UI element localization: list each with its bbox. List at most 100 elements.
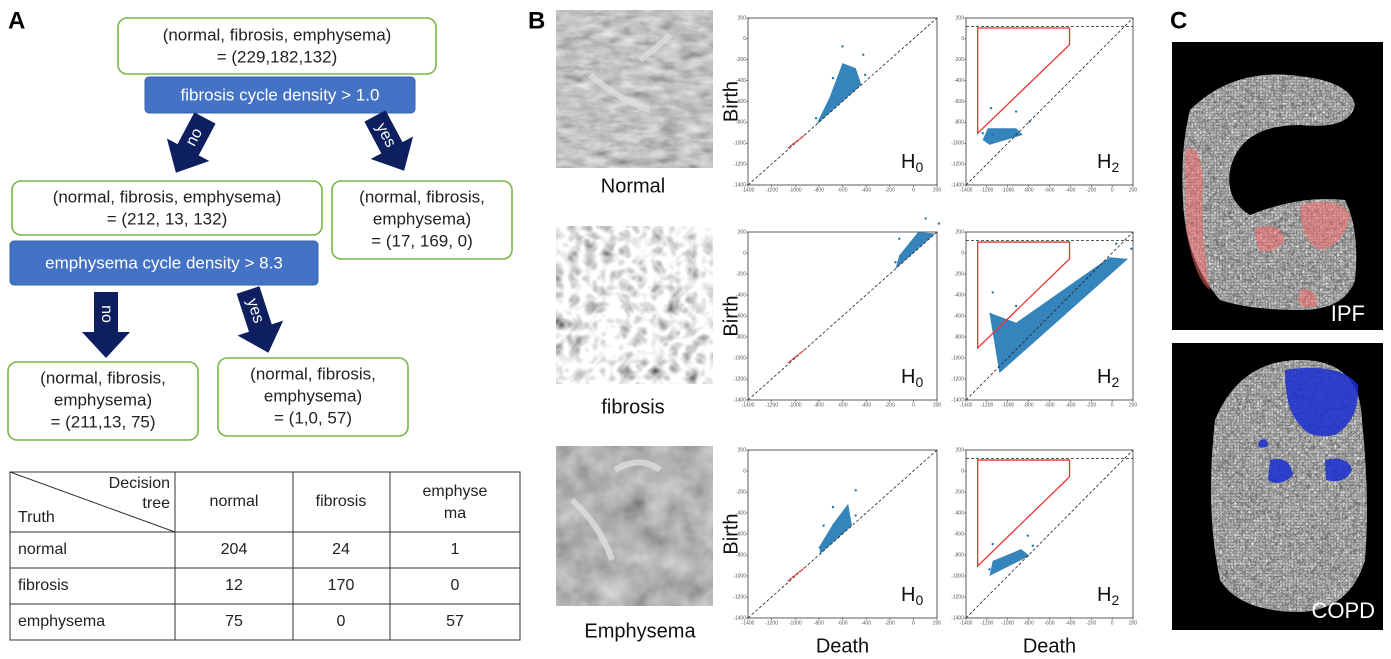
ct-patch	[556, 10, 713, 168]
y-tick-label: -200	[736, 57, 746, 63]
y-tick-label: -1400	[951, 615, 964, 621]
x-tick-label: -800	[1024, 187, 1034, 193]
persistence-diagrams: -1400 -1400 -1200 -1200 -1000 -1000 -800 -800 -6…	[720, 15, 1137, 657]
x-tick-label: -1000	[789, 620, 802, 626]
panel-label: A	[8, 7, 25, 34]
arrow-yes: yes	[354, 105, 425, 182]
y-tick-label: 0	[743, 36, 746, 42]
table-cell: 204	[221, 541, 248, 558]
node-text: emphysema)	[264, 386, 362, 405]
x-tick-label: 200	[1129, 620, 1138, 626]
x-tick-label: 200	[933, 620, 942, 626]
diagram-label-base: H	[1097, 366, 1111, 388]
x-tick-label: -400	[1065, 620, 1075, 626]
y-tick-label: -800	[954, 120, 964, 126]
y-tick-label: 200	[738, 229, 747, 235]
diagram-label-sub: 0	[915, 159, 923, 175]
node-text: emphysema)	[373, 209, 471, 228]
image-label: COPD	[1311, 598, 1375, 623]
y-tick-label: -1200	[951, 161, 964, 167]
y-tick-label: -800	[954, 552, 964, 558]
point	[841, 45, 843, 47]
x-tick-label: -800	[814, 187, 824, 193]
point	[832, 506, 834, 508]
corner-text: Decision	[109, 475, 170, 492]
point	[855, 489, 857, 491]
y-tick-label: -1400	[951, 182, 964, 188]
node-text: = (229,182,132)	[217, 47, 338, 66]
y-tick-label: -600	[954, 531, 964, 537]
diagram-label-sub: 0	[915, 374, 923, 390]
y-tick-label: -1000	[733, 355, 746, 361]
y-tick-label: -400	[954, 292, 964, 298]
x-tick-label: -600	[1044, 620, 1054, 626]
point	[864, 74, 866, 76]
x-tick-label: -400	[1065, 402, 1075, 408]
y-tick-label: 200	[738, 15, 747, 21]
y-tick-label: -1000	[733, 141, 746, 147]
table-cell: 170	[328, 577, 355, 594]
corner-text: Truth	[18, 509, 55, 526]
diagram-label-sub: 0	[915, 592, 923, 608]
y-tick-label: -1200	[951, 376, 964, 382]
row-header: fibrosis	[18, 577, 69, 594]
image-label: fibrosis	[601, 396, 664, 418]
diagram-label-base: H	[901, 584, 915, 606]
y-tick-label: 200	[956, 229, 965, 235]
x-tick-label: -1200	[980, 402, 993, 408]
point	[815, 117, 817, 119]
confusion-table: Decision tree Truth normal fibrosis emph…	[10, 472, 520, 640]
x-tick-label: -200	[1086, 620, 1096, 626]
y-axis-title: Birth	[720, 295, 742, 336]
node-text: (normal, fibrosis, emphysema)	[163, 25, 392, 44]
diagram-label-sub: 2	[1111, 159, 1119, 175]
y-tick-label: -1400	[733, 397, 746, 403]
x-tick-label: -800	[1024, 620, 1034, 626]
point	[988, 568, 990, 570]
x-tick-label: -200	[885, 402, 895, 408]
x-tick-label: -1200	[980, 620, 993, 626]
table-cell: 0	[337, 613, 346, 630]
image-label: Emphysema	[584, 620, 696, 642]
y-tick-label: 200	[956, 15, 965, 21]
point	[862, 54, 864, 56]
ct-patch	[556, 446, 713, 606]
point	[992, 291, 994, 293]
x-tick-label: -1000	[1001, 402, 1014, 408]
x-tick-label: -400	[861, 620, 871, 626]
y-tick-label: -200	[954, 489, 964, 495]
x-axis-title: Death	[816, 635, 869, 657]
x-tick-label: 0	[912, 187, 915, 193]
column-header: fibrosis	[316, 493, 367, 510]
point	[832, 77, 834, 79]
table-cell: 24	[332, 541, 350, 558]
y-tick-label: -1400	[951, 397, 964, 403]
table-cell: 12	[225, 577, 243, 594]
point	[982, 132, 984, 134]
column-header: normal	[210, 493, 259, 510]
x-tick-label: 0	[1111, 187, 1114, 193]
node-text: = (212, 13, 132)	[107, 209, 228, 228]
x-tick-label: -1200	[980, 187, 993, 193]
y-tick-label: 0	[961, 36, 964, 42]
diagram-label-sub: 2	[1111, 374, 1119, 390]
y-tick-label: -200	[954, 57, 964, 63]
y-tick-label: -1000	[951, 573, 964, 579]
y-tick-label: -600	[954, 99, 964, 105]
y-tick-label: -1000	[951, 141, 964, 147]
y-tick-label: -1200	[951, 594, 964, 600]
point	[990, 107, 992, 109]
row-header: emphysema	[18, 613, 105, 630]
x-tick-label: 200	[1129, 187, 1138, 193]
y-tick-label: -800	[954, 334, 964, 340]
y-tick-label: 200	[956, 447, 965, 453]
arrow-no: no	[82, 292, 130, 358]
corner-text: tree	[142, 495, 170, 512]
x-tick-label: -800	[814, 402, 824, 408]
image-label: IPF	[1331, 301, 1365, 326]
row-header: normal	[18, 541, 67, 558]
panel-label: B	[528, 7, 545, 34]
x-tick-label: -400	[861, 402, 871, 408]
y-tick-label: -1200	[733, 161, 746, 167]
x-axis-title: Death	[1023, 635, 1076, 657]
